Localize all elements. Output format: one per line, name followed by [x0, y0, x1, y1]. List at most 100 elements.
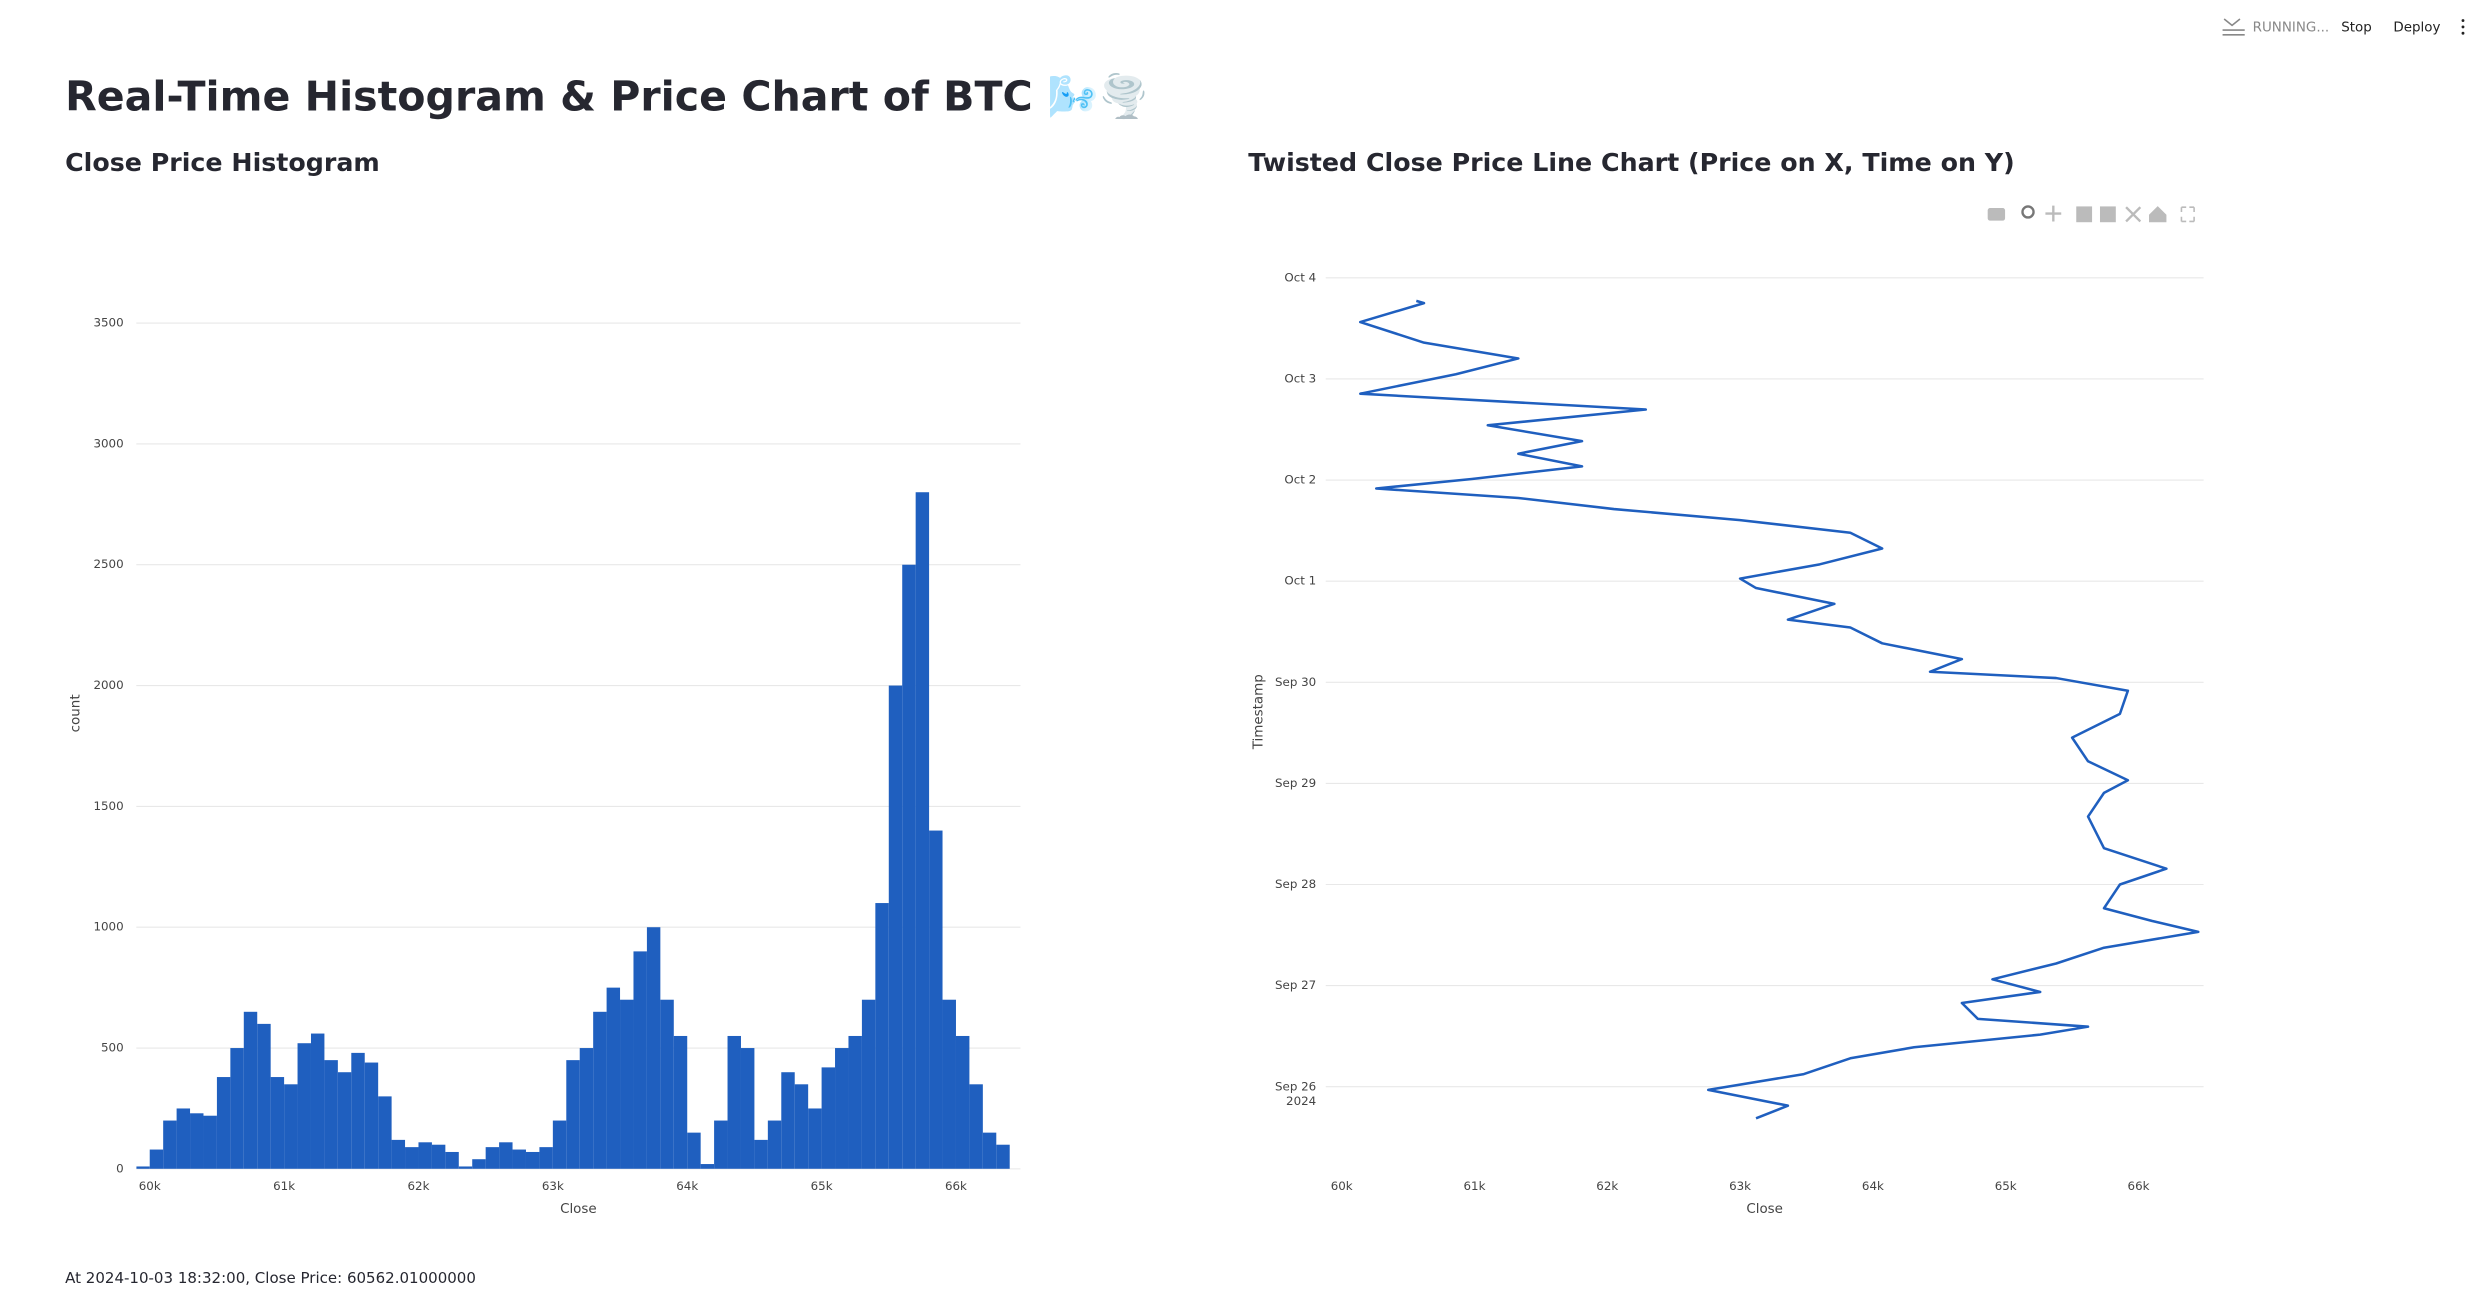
y-tick-label: 3500 [93, 316, 123, 330]
bar [794, 1084, 809, 1169]
y-tick-label: Oct 4 [1284, 270, 1316, 284]
bar [243, 1011, 258, 1169]
bar [808, 1108, 822, 1169]
bar [888, 685, 903, 1169]
x-tick-label: 66k [2128, 1179, 2150, 1193]
bar [512, 1149, 526, 1169]
bar [646, 927, 661, 1169]
y-axis-title: count [68, 694, 83, 732]
bar [324, 1060, 338, 1169]
bar [216, 1077, 231, 1169]
y-tick-label: Oct 2 [1284, 473, 1316, 487]
bar [714, 1120, 728, 1169]
x-tick-label: 63k [542, 1179, 564, 1193]
footer-status: At 2024-10-03 18:32:00, Close Price: 605… [65, 1269, 476, 1287]
bar [445, 1151, 459, 1169]
bar [566, 1060, 580, 1169]
bar [687, 1132, 701, 1169]
bar [351, 1052, 365, 1169]
status: RUNNING... [2253, 21, 2330, 36]
bar [337, 1072, 352, 1169]
price-line [1359, 299, 2200, 1120]
bar [700, 1164, 715, 1169]
bar [378, 1096, 392, 1169]
y-tick-label: 500 [101, 1041, 124, 1055]
y-tick-label: Sep 27 [1275, 978, 1316, 992]
bar [942, 999, 956, 1169]
y-tick-label: 2000 [93, 678, 123, 692]
y-tick-label: 1500 [93, 799, 123, 813]
bar [593, 1011, 607, 1169]
bar [163, 1120, 177, 1169]
bar [297, 1043, 311, 1169]
bar [727, 1035, 741, 1169]
bar [754, 1139, 768, 1169]
bar [431, 1144, 446, 1169]
bar [485, 1147, 500, 1169]
chart-title: Twisted Close Price Line Chart (Price on… [1248, 148, 2014, 177]
y-tick-label: 3000 [93, 436, 123, 450]
bar [996, 1144, 1010, 1169]
y-tick-label: Oct 1 [1284, 574, 1316, 588]
bar [767, 1120, 782, 1169]
menu-button[interactable] [2461, 19, 2465, 35]
bar [405, 1147, 419, 1169]
bar [136, 1166, 150, 1169]
bar [781, 1072, 795, 1169]
bar [499, 1142, 513, 1169]
y-tick-label: Sep 30 [1275, 675, 1316, 689]
y-axis-title: Timestamp [1251, 674, 1266, 750]
x-tick-label: 61k [1463, 1179, 1485, 1193]
bar [982, 1132, 997, 1169]
bar [391, 1139, 406, 1169]
bar [284, 1084, 298, 1169]
bar [660, 999, 674, 1169]
status-icon [2222, 18, 2245, 36]
x-tick-label: 65k [811, 1179, 833, 1193]
y-tick-label: Oct 3 [1284, 371, 1316, 385]
x-tick-label: 64k [676, 1179, 698, 1193]
bar [552, 1120, 567, 1169]
x-tick-label: 63k [1729, 1179, 1751, 1193]
bar [821, 1067, 836, 1169]
y-tick-label: Sep 29 [1275, 776, 1316, 790]
y-tick-label: 2500 [93, 557, 123, 571]
bar [835, 1048, 849, 1169]
stop-button[interactable]: Stop [2341, 21, 2372, 36]
bar [875, 903, 889, 1169]
x-tick-label: 65k [1995, 1179, 2017, 1193]
bar [472, 1159, 486, 1169]
x-tick-label: 62k [1596, 1179, 1618, 1193]
x-tick-label: 64k [1862, 1179, 1884, 1193]
bar [633, 951, 647, 1169]
x-axis-title: Close [1746, 1202, 1783, 1217]
bar [955, 1035, 970, 1169]
bar [364, 1062, 379, 1169]
x-axis-title: Close [560, 1202, 597, 1217]
bar [579, 1048, 594, 1169]
y-tick-label: Sep 28 [1275, 877, 1316, 891]
x-tick-label: 60k [139, 1179, 161, 1193]
y-tick-label: Sep 26 2024 [1275, 1079, 1316, 1107]
y-tick-label: 0 [116, 1161, 124, 1175]
bar [149, 1149, 164, 1169]
bar [257, 1023, 271, 1169]
bar [539, 1147, 553, 1169]
bar [458, 1166, 473, 1169]
bar [176, 1108, 191, 1169]
bar [740, 1048, 755, 1169]
x-tick-label: 66k [945, 1179, 967, 1193]
deploy-button[interactable]: Deploy [2393, 21, 2440, 36]
bar [606, 987, 621, 1169]
x-tick-label: 60k [1331, 1179, 1353, 1193]
bar [203, 1115, 217, 1169]
bar [190, 1113, 204, 1169]
bars [136, 492, 1010, 1169]
bar [230, 1048, 244, 1169]
page-title: Real-Time Histogram & Price Chart of BTC… [65, 72, 1149, 122]
bar [848, 1035, 862, 1169]
bar [915, 492, 930, 1169]
bar [270, 1077, 285, 1169]
plot-toolbar[interactable] [1987, 205, 2195, 223]
